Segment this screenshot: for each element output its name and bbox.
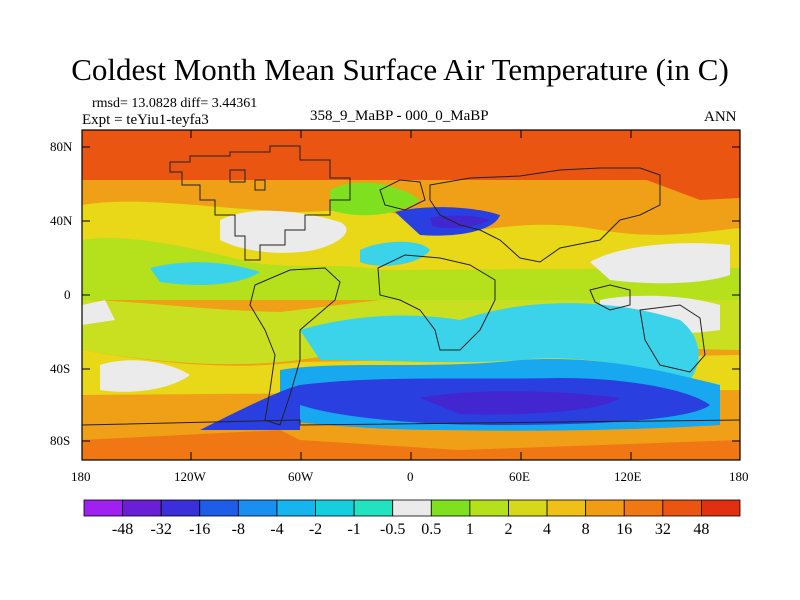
colorbar-swatch	[392, 499, 432, 517]
colorbar-swatch	[83, 499, 123, 517]
colorbar-label: 16	[616, 521, 633, 538]
colorbar-swatch	[160, 499, 201, 517]
field-north-red-edge	[82, 160, 740, 200]
lat-tick-0: 0	[64, 287, 71, 302]
colorbar-swatch	[701, 499, 741, 517]
colorbar-swatch	[662, 499, 702, 517]
field-blue-drake	[200, 385, 300, 430]
season-text: ANN	[704, 109, 737, 125]
field-south-darkorange	[82, 430, 740, 460]
colorbar-label: 0.5	[421, 521, 442, 538]
field-white-south-pacific	[100, 360, 190, 392]
lon-tick-180w: 180	[71, 469, 91, 484]
lon-tick-60e: 60E	[509, 469, 530, 484]
field-deepblue-south	[420, 391, 620, 415]
colorbar-label: -0.5	[380, 521, 406, 538]
stats-text: rmsd= 13.0828 diff= 3.44361	[92, 96, 258, 111]
field-white-west	[82, 300, 115, 325]
field-white-north-atlantic	[220, 210, 347, 253]
experiment-text: Expt = teYiu1-teyfa3	[82, 112, 209, 128]
colorbar-label: 32	[654, 521, 671, 538]
field-cyan-equator	[150, 262, 260, 285]
coast-north-continent	[169, 145, 351, 261]
coast-africa-like	[377, 254, 496, 351]
colorbar-swatch	[199, 499, 239, 517]
colorbar-label: -8	[231, 521, 245, 538]
colorbar-label: 48	[693, 521, 710, 538]
field-deepblue-north-basin	[430, 215, 490, 228]
period-text: 358_9_MaBP - 000_0_MaBP	[310, 108, 489, 124]
ticks	[82, 130, 740, 460]
colorbar-label: 1	[465, 521, 474, 538]
lon-tick-0: 0	[407, 469, 414, 484]
colorbar-swatch	[508, 499, 548, 517]
colorbar-swatch	[237, 499, 278, 517]
coast-north-block	[379, 179, 426, 211]
colorbar-swatch	[623, 499, 664, 517]
colorbar-label: -2	[308, 521, 323, 538]
lon-tick-120e: 120E	[614, 469, 642, 484]
colorbar-swatch	[315, 499, 355, 517]
field-white-pacific	[590, 243, 730, 284]
lat-tick-40n: 40N	[50, 213, 73, 228]
colorbar-swatch	[353, 499, 394, 517]
colorbar-label: 4	[543, 521, 552, 538]
colorbar-label: 2	[504, 521, 513, 538]
lon-tick-60w: 60W	[288, 469, 314, 484]
colorbar-label: -48	[111, 521, 134, 538]
coast-antarctica	[81, 419, 741, 426]
colorbar	[83, 499, 741, 517]
colorbar-label: -4	[270, 521, 284, 538]
coast-asia-like	[429, 167, 661, 263]
colorbar-label: -32	[150, 521, 172, 538]
colorbar-label: -16	[189, 521, 211, 538]
map-title: Coldest Month Mean Surface Air Temperatu…	[71, 52, 729, 87]
colorbar-swatch	[469, 499, 509, 517]
colorbar-label: -1	[347, 521, 361, 538]
lat-tick-80n: 80N	[50, 139, 73, 154]
field-green-north	[330, 182, 420, 216]
lon-tick-180e: 180	[729, 469, 749, 484]
coast-south-continent-west	[249, 267, 341, 426]
colorbar-swatch	[585, 499, 625, 517]
colorbar-swatch	[122, 499, 162, 517]
field-tropic-green	[82, 238, 740, 300]
colorbar-swatch	[546, 499, 587, 517]
colorbar-swatch	[430, 499, 471, 517]
colorbar-label: 8	[581, 521, 590, 538]
coast-small-islands	[229, 169, 266, 191]
colorbar-swatch	[276, 499, 316, 517]
temperature-field	[82, 130, 740, 460]
coast-island-east	[589, 284, 631, 311]
field-cyan-mid	[360, 241, 430, 266]
coastlines	[81, 145, 741, 426]
lon-tick-120w: 120W	[174, 469, 206, 484]
field-cyan-south	[300, 303, 699, 380]
lat-tick-80s: 80S	[50, 433, 71, 448]
lat-tick-40s: 40S	[50, 361, 71, 376]
coast-australia-like	[639, 304, 706, 373]
